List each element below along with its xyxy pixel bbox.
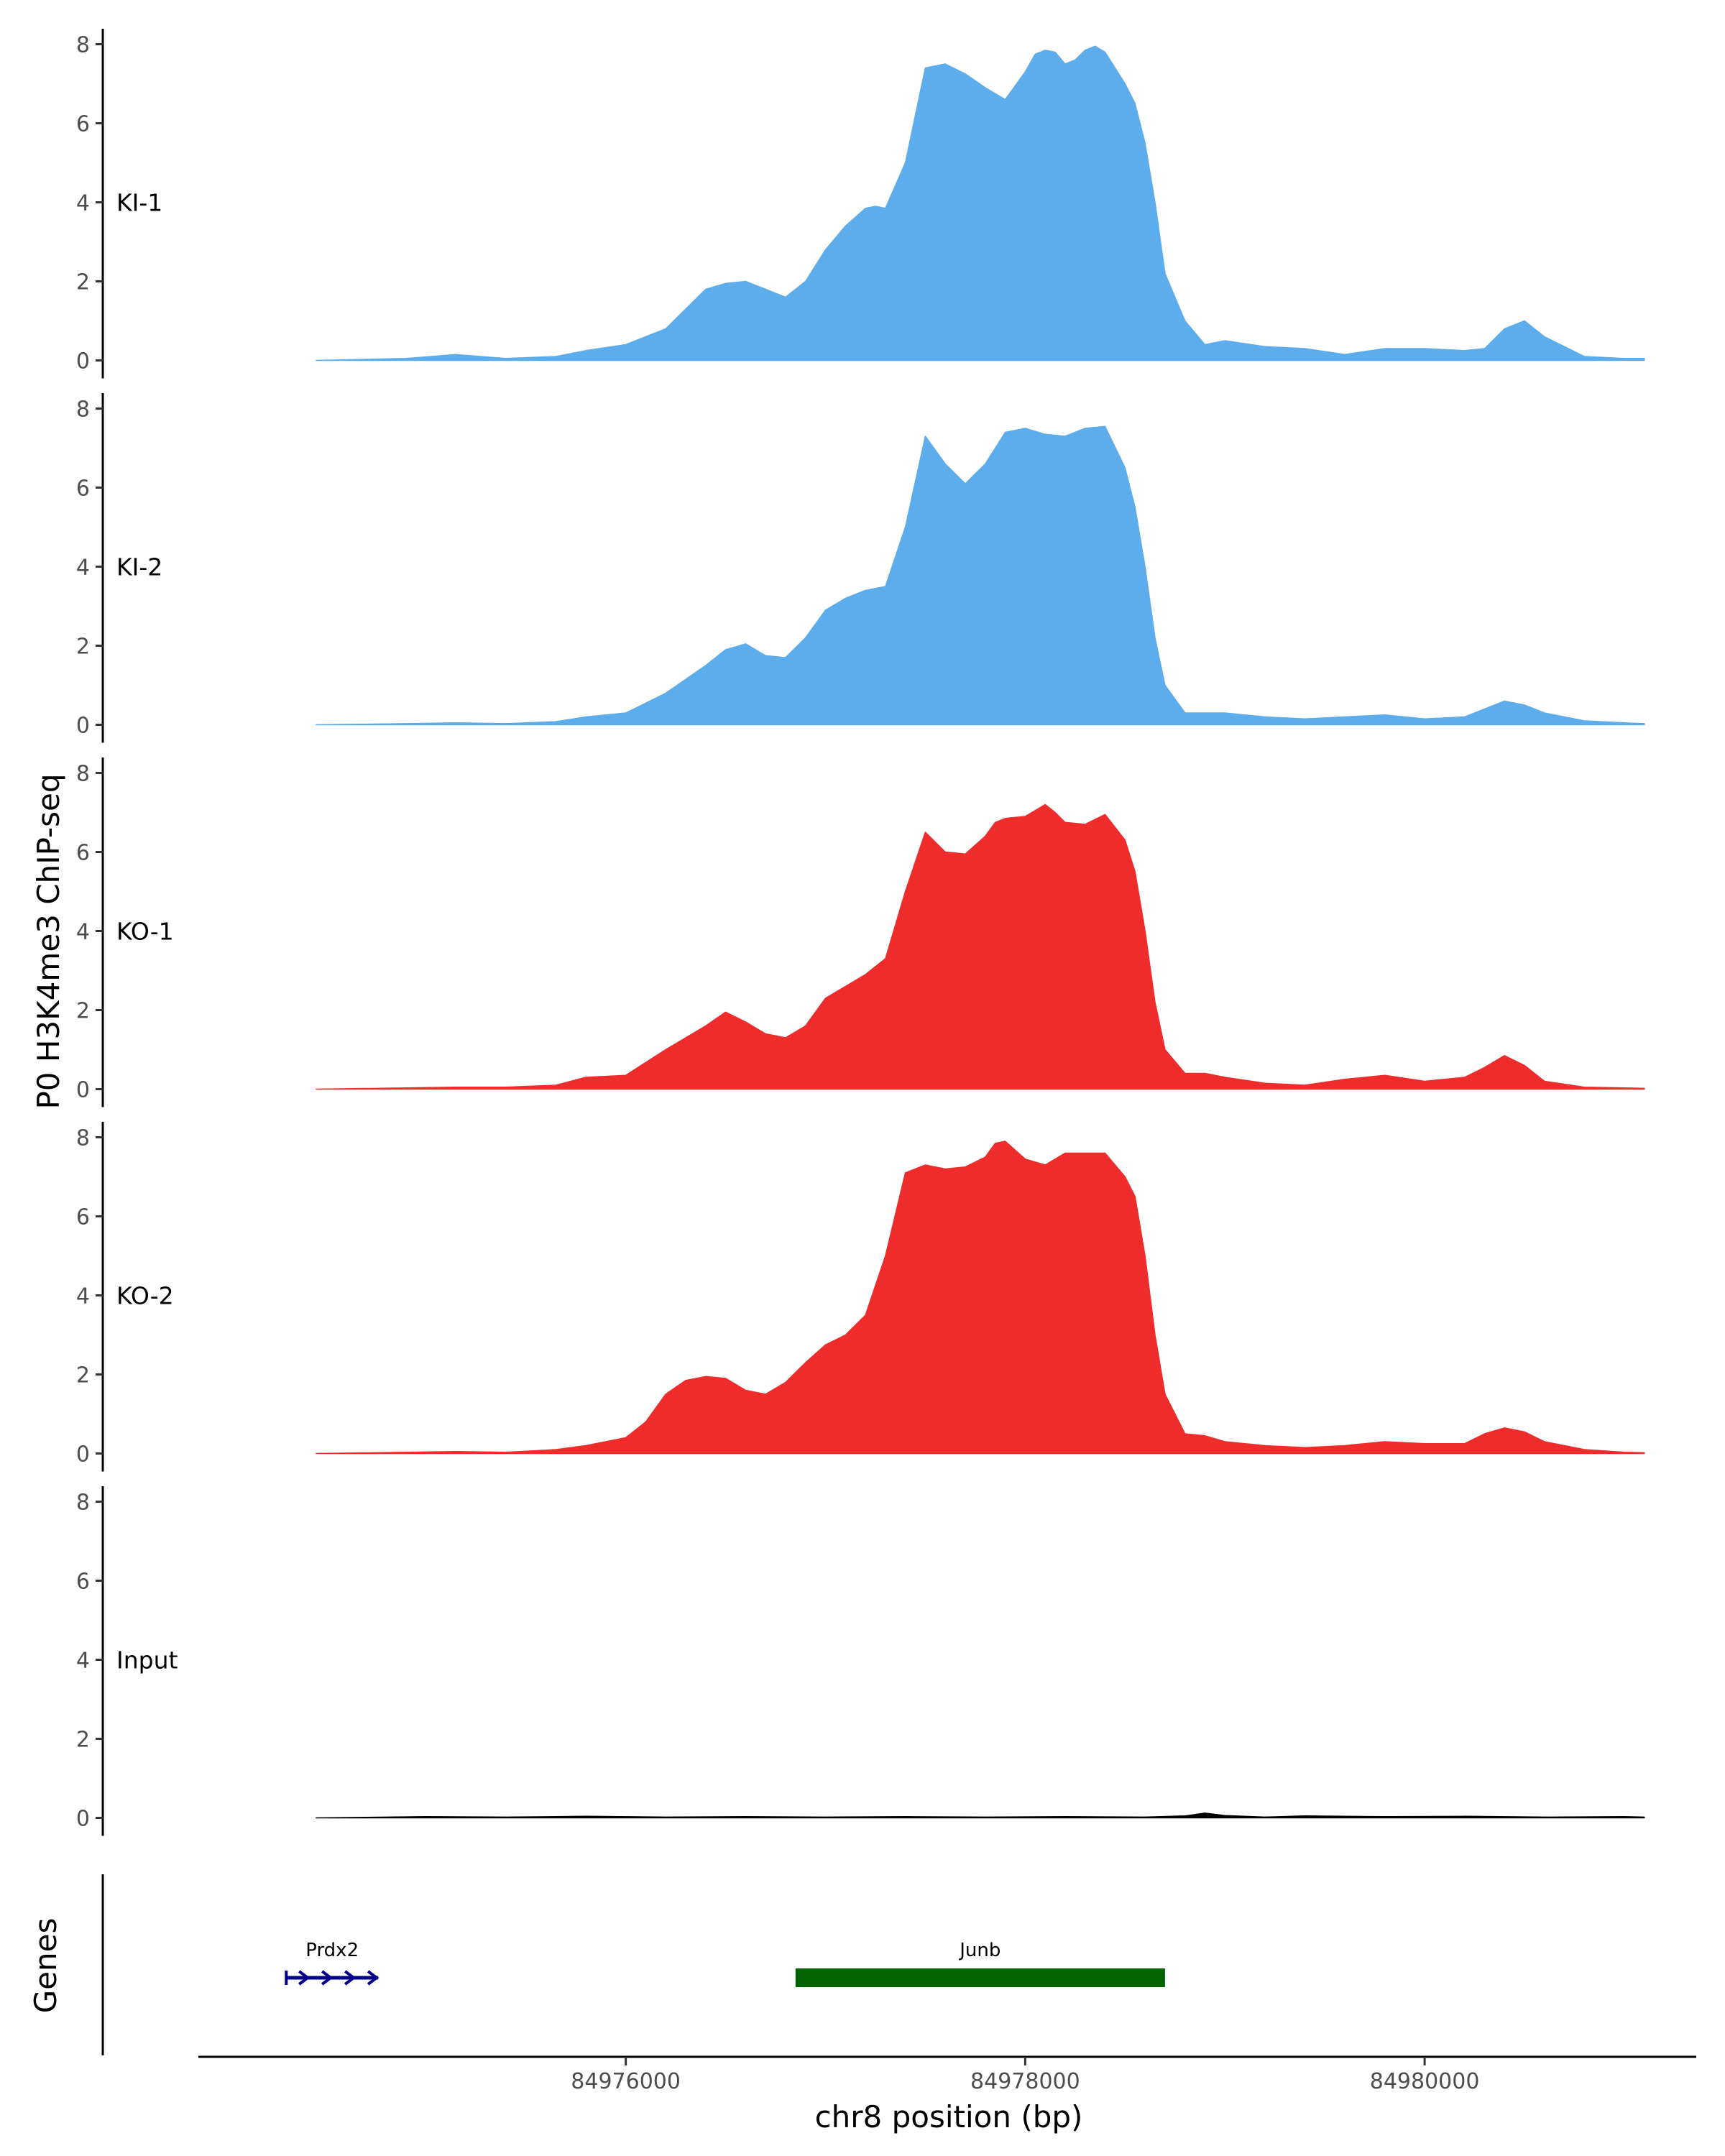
gene-strand-arrow-prdx2-3 <box>344 1970 356 1986</box>
y-tick-label-ko-1-4: 4 <box>76 920 90 945</box>
y-tick-label-ko-2-2: 2 <box>76 1363 90 1388</box>
gene-strand-arrow-prdx2-4 <box>367 1970 380 1986</box>
gene-body-junb <box>795 1968 1165 1987</box>
y-tick-label-ki-2-2: 2 <box>76 635 90 660</box>
gene-label-junb: Junb <box>958 1940 1000 1961</box>
y-tick-label-ki-2-6: 6 <box>76 476 90 502</box>
genes-track: Genes Prdx2 Junb <box>28 1874 1165 2055</box>
x-tick-label-84976000: 84976000 <box>571 2069 681 2094</box>
track-input: 0 2 4 6 8 Input <box>76 1486 1645 1836</box>
y-tick-label-ko-2-8: 8 <box>76 1126 90 1151</box>
genes-track-label: Genes <box>28 1918 63 2014</box>
y-tick-label-input-2: 2 <box>76 1728 90 1753</box>
area-ko-1 <box>316 803 1645 1090</box>
area-ki-2 <box>316 425 1645 726</box>
y-tick-label-ki-1-8: 8 <box>76 33 90 58</box>
track-label-ko-1: KO-1 <box>116 918 174 946</box>
y-tick-label-ko-2-0: 0 <box>76 1442 90 1468</box>
track-label-ko-2: KO-2 <box>116 1282 174 1310</box>
y-tick-label-ko-1-2: 2 <box>76 999 90 1024</box>
x-tick-label-84978000: 84978000 <box>970 2069 1080 2094</box>
y-tick-label-ki-2-4: 4 <box>76 556 90 581</box>
y-tick-label-input-4: 4 <box>76 1649 90 1674</box>
y-tick-label-ki-2-0: 0 <box>76 714 90 739</box>
y-tick-label-ko-1-6: 6 <box>76 841 90 866</box>
area-ko-2 <box>316 1141 1645 1455</box>
track-label-ki-2: KI-2 <box>116 553 162 581</box>
area-input <box>316 1812 1645 1819</box>
y-tick-label-input-8: 8 <box>76 1491 90 1516</box>
track-ko-1: 0 2 4 6 8 KO-1 <box>76 757 1645 1107</box>
track-ki-1: 0 2 4 6 8 KI-1 <box>76 29 1645 379</box>
y-tick-label-ki-2-8: 8 <box>76 397 90 423</box>
tracks-group: 0 2 4 6 8 KI-1 0 2 4 6 8 KI-2 0 2 4 6 8 KO-1 0 2 4 6 8 KO-2 0 2 4 6… <box>76 29 1645 1836</box>
y-tick-label-ki-1-0: 0 <box>76 349 90 374</box>
y-tick-label-ki-1-4: 4 <box>76 191 90 216</box>
y-tick-label-ko-2-4: 4 <box>76 1284 90 1309</box>
area-ki-1 <box>316 45 1645 361</box>
y-axis-title: P0 H3K4me3 ChIP-seq <box>31 773 66 1109</box>
track-ki-2: 0 2 4 6 8 KI-2 <box>76 393 1645 743</box>
x-tick-label-84980000: 84980000 <box>1370 2069 1480 2094</box>
y-tick-label-input-6: 6 <box>76 1570 90 1595</box>
gene-strand-arrow-prdx2-1 <box>298 1970 310 1986</box>
y-tick-label-ko-1-8: 8 <box>76 762 90 787</box>
y-tick-label-input-0: 0 <box>76 1807 90 1832</box>
y-tick-label-ki-1-2: 2 <box>76 270 90 295</box>
track-label-input: Input <box>116 1646 178 1674</box>
x-axis: 84976000 84978000 84980000 <box>198 2055 1696 2094</box>
y-tick-label-ko-1-0: 0 <box>76 1078 90 1103</box>
y-tick-label-ki-1-6: 6 <box>76 112 90 137</box>
gene-strand-arrow-prdx2-2 <box>321 1970 334 1986</box>
track-label-ki-1: KI-1 <box>116 189 162 217</box>
y-tick-label-ko-2-6: 6 <box>76 1205 90 1230</box>
track-ko-2: 0 2 4 6 8 KO-2 <box>76 1122 1645 1472</box>
gene-label-prdx2: Prdx2 <box>305 1940 359 1961</box>
x-axis-title: chr8 position (bp) <box>815 2099 1083 2134</box>
